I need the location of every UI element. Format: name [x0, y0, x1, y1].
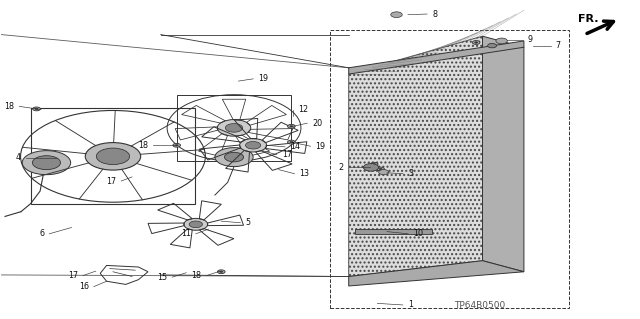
Bar [355, 229, 431, 234]
Circle shape [287, 124, 295, 128]
Text: 11: 11 [180, 229, 191, 238]
Circle shape [175, 145, 178, 146]
Circle shape [173, 143, 180, 147]
Polygon shape [349, 261, 524, 286]
Circle shape [184, 219, 208, 230]
Circle shape [395, 14, 398, 15]
Text: 7: 7 [556, 41, 561, 50]
Text: 18: 18 [138, 141, 148, 150]
Polygon shape [483, 36, 524, 272]
Circle shape [290, 126, 293, 127]
Circle shape [393, 13, 400, 17]
Polygon shape [349, 41, 524, 74]
Text: 6: 6 [39, 229, 44, 238]
Text: 19: 19 [258, 74, 268, 83]
Text: TP64B0500: TP64B0500 [454, 301, 505, 310]
Circle shape [189, 221, 202, 228]
Text: 2: 2 [339, 163, 344, 172]
Text: 16: 16 [79, 282, 89, 291]
Circle shape [33, 107, 40, 111]
Circle shape [472, 41, 480, 44]
Circle shape [220, 271, 223, 272]
Text: 17: 17 [106, 176, 116, 186]
Circle shape [490, 45, 493, 47]
Text: 14: 14 [290, 142, 300, 151]
Circle shape [377, 167, 385, 171]
Text: 1: 1 [408, 300, 413, 309]
Bar [31, 108, 195, 204]
Circle shape [35, 108, 38, 110]
Circle shape [488, 43, 497, 48]
Circle shape [372, 163, 376, 165]
Circle shape [364, 164, 379, 171]
Text: 4: 4 [15, 153, 20, 162]
Text: 17: 17 [68, 271, 78, 280]
Text: 18: 18 [191, 271, 202, 280]
Circle shape [475, 42, 477, 43]
Text: 8: 8 [432, 10, 437, 19]
Text: FR.: FR. [578, 13, 598, 24]
Circle shape [218, 270, 225, 274]
Bar [177, 95, 291, 161]
Circle shape [496, 38, 508, 44]
Text: 19: 19 [316, 142, 326, 151]
Text: 12: 12 [298, 105, 308, 114]
Circle shape [85, 143, 141, 170]
Text: 3: 3 [408, 169, 413, 178]
Circle shape [97, 148, 129, 165]
Circle shape [488, 44, 496, 48]
Circle shape [22, 151, 70, 175]
Text: 17: 17 [282, 150, 292, 159]
Text: 10: 10 [413, 229, 423, 238]
Text: 20: 20 [312, 119, 323, 128]
Circle shape [218, 120, 251, 136]
Circle shape [391, 12, 402, 18]
Text: 13: 13 [300, 169, 310, 178]
Circle shape [371, 162, 378, 166]
Text: 5: 5 [246, 218, 251, 227]
Circle shape [379, 168, 382, 170]
Bar [330, 30, 568, 308]
Text: 18: 18 [4, 102, 14, 111]
Circle shape [379, 170, 389, 175]
Polygon shape [349, 36, 483, 277]
Circle shape [33, 156, 60, 170]
Circle shape [225, 152, 244, 162]
Circle shape [290, 141, 293, 143]
Text: 9: 9 [528, 35, 533, 44]
Circle shape [239, 138, 267, 152]
Text: 15: 15 [157, 273, 167, 282]
Circle shape [225, 123, 243, 132]
Circle shape [246, 142, 260, 149]
Circle shape [287, 140, 295, 144]
Circle shape [215, 148, 253, 167]
